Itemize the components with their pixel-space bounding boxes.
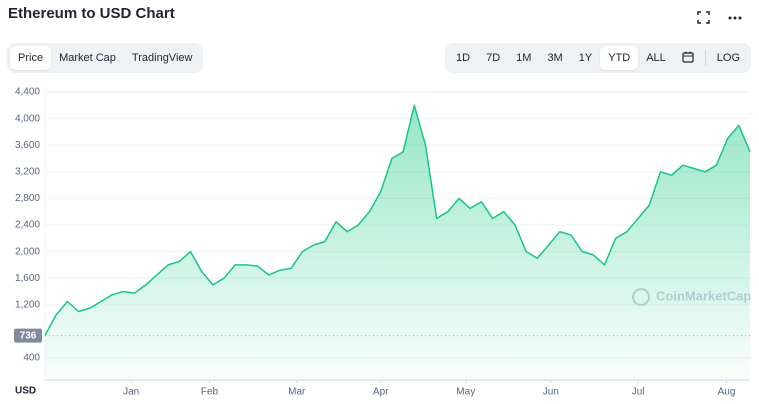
fullscreen-icon[interactable] [697,11,710,24]
range-button[interactable]: 7D [486,52,501,64]
top-icons [697,11,710,24]
more-icon[interactable] [728,16,742,20]
x-tick-label: Apr [373,387,389,398]
x-tick-label: Feb [201,387,219,398]
x-tick-label: Jul [632,387,645,398]
tab-button[interactable]: Price [10,46,52,70]
y-tick-label: 1,600 [15,273,40,284]
x-tick-label: Jan [123,387,139,398]
reference-label: 736 [20,330,37,341]
calendar-icon [682,51,694,63]
y-tick-label: 2,800 [15,193,40,204]
area-fill [45,105,750,381]
range-button[interactable]: YTD [600,46,639,70]
range-button[interactable]: 1Y [578,52,593,64]
tab-button[interactable]: TradingView [131,52,193,64]
calendar-button[interactable] [674,45,702,72]
y-tick-label: 4,400 [15,87,40,98]
y-axis-label: USD [15,386,36,397]
separator [704,50,706,66]
y-tick-label: 400 [23,353,40,364]
tab-group: Price Market Cap TradingView [7,43,204,73]
range-group: 1D 7D 1M 3M 1Y YTD ALL LOG [445,43,751,73]
price-line [44,104,751,336]
y-tick-label: 1,200 [15,299,40,310]
chart-title: Ethereum to USD Chart [8,5,175,22]
range-button[interactable]: 1M [516,52,532,64]
x-tick-label: Aug [718,387,736,398]
x-tick-label: Jun [543,387,559,398]
log-button[interactable]: LOG [716,52,740,64]
tab-button[interactable]: Market Cap [59,52,116,64]
range-button[interactable]: 1D [456,52,471,64]
y-tick-label: 3,200 [15,166,40,177]
y-tick-label: 4,000 [15,113,40,124]
reference-label-box [14,328,42,343]
x-tick-label: Mar [288,387,306,398]
range-button[interactable]: 3M [547,52,563,64]
range-button[interactable]: ALL [646,52,666,64]
y-tick-label: 2,400 [15,220,40,231]
x-tick-label: May [456,387,475,398]
y-tick-label: 2,000 [15,246,40,257]
y-tick-label: 3,600 [15,140,40,151]
